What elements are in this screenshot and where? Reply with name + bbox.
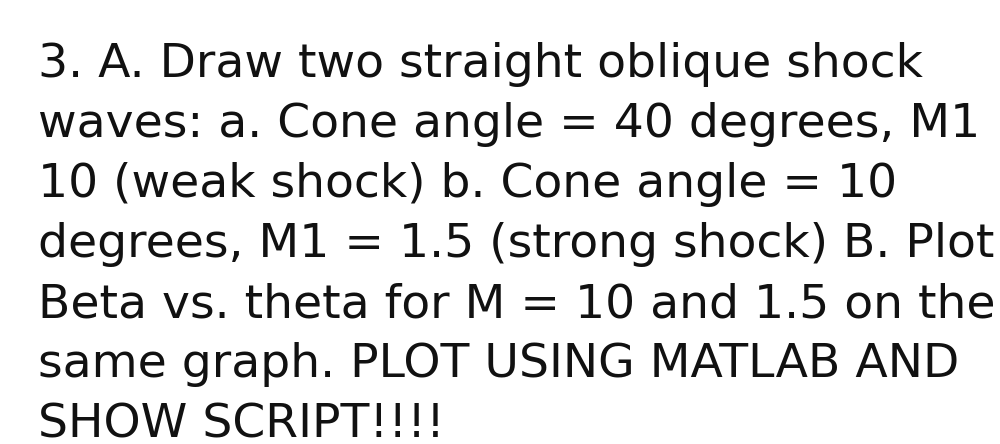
Text: 10 (weak shock) b. Cone angle = 10: 10 (weak shock) b. Cone angle = 10 [38, 162, 897, 207]
Text: Beta vs. theta for M = 10 and 1.5 on the: Beta vs. theta for M = 10 and 1.5 on the [38, 282, 996, 327]
Text: degrees, M1 = 1.5 (strong shock) B. Plot: degrees, M1 = 1.5 (strong shock) B. Plot [38, 222, 994, 267]
Text: waves: a. Cone angle = 40 degrees, M1 =: waves: a. Cone angle = 40 degrees, M1 = [38, 102, 1000, 147]
Text: 3. A. Draw two straight oblique shock: 3. A. Draw two straight oblique shock [38, 42, 923, 87]
Text: same graph. PLOT USING MATLAB AND: same graph. PLOT USING MATLAB AND [38, 342, 959, 387]
Text: SHOW SCRIPT!!!!: SHOW SCRIPT!!!! [38, 402, 445, 444]
